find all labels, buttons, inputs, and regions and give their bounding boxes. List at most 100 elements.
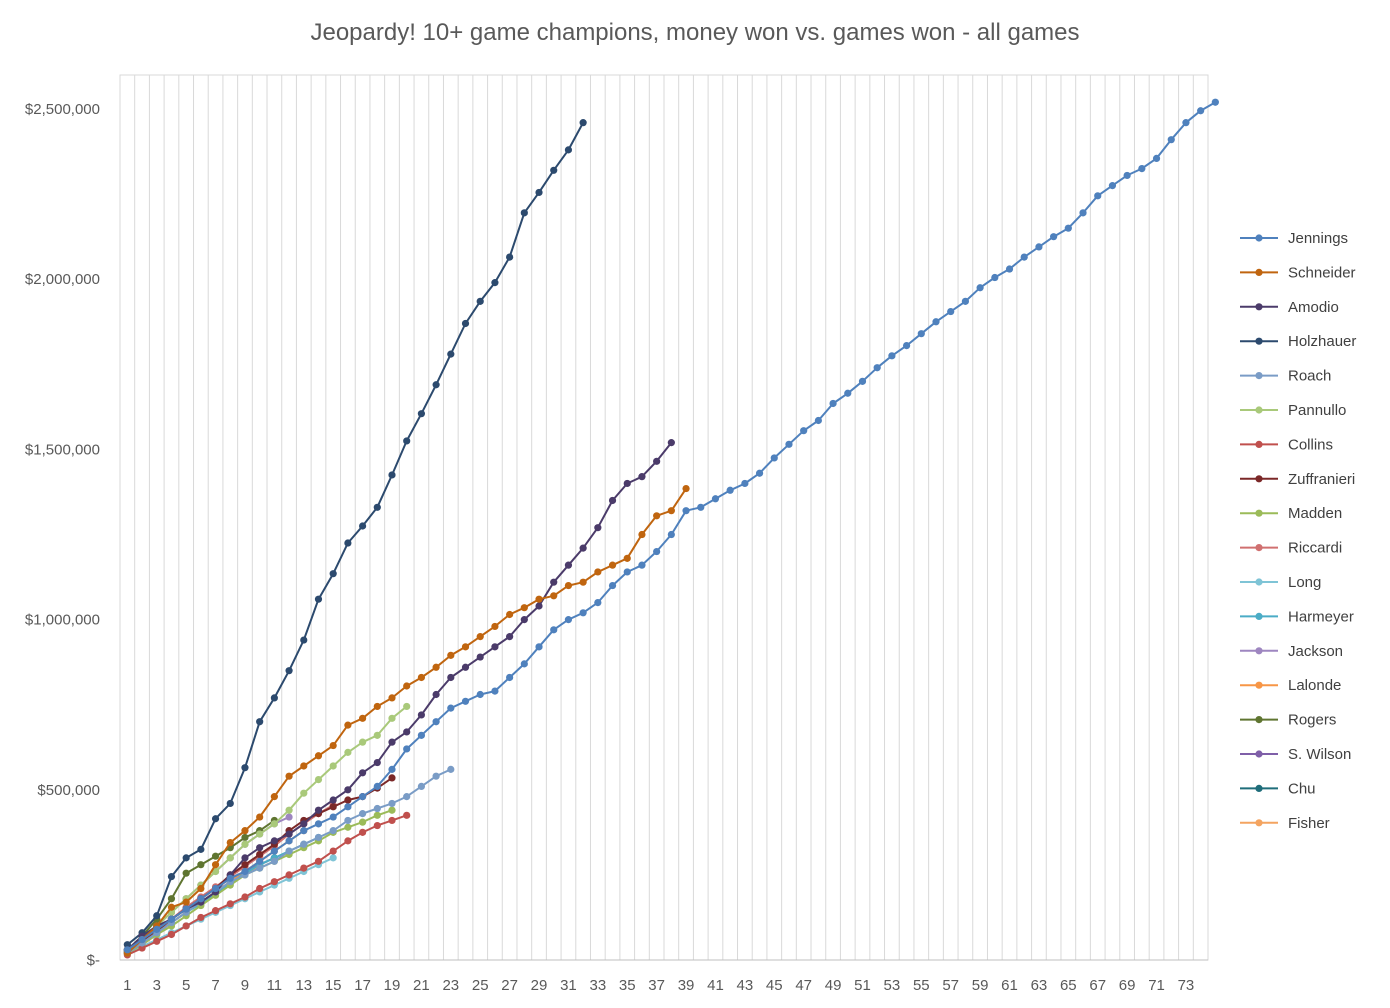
data-point bbox=[373, 758, 381, 767]
data-point bbox=[608, 561, 617, 569]
data-point bbox=[755, 469, 764, 477]
x-tick-label: 1 bbox=[123, 977, 131, 994]
data-point bbox=[211, 884, 220, 893]
x-tick-label: 39 bbox=[678, 977, 695, 994]
data-point bbox=[432, 690, 440, 699]
data-point bbox=[182, 905, 190, 913]
x-tick-label: 59 bbox=[972, 977, 989, 994]
data-point bbox=[270, 694, 278, 702]
y-tick-label: $1,500,000 bbox=[25, 441, 100, 458]
data-point bbox=[182, 898, 190, 906]
data-point bbox=[461, 319, 470, 328]
legend-item: Holzhauer bbox=[1240, 333, 1356, 350]
data-point bbox=[667, 439, 675, 447]
data-point bbox=[256, 864, 264, 872]
legend-label: Collins bbox=[1288, 436, 1333, 453]
data-point bbox=[300, 789, 308, 797]
data-point bbox=[182, 854, 190, 862]
data-point bbox=[256, 850, 264, 859]
x-tick-label: 49 bbox=[825, 977, 842, 994]
legend-marker bbox=[1255, 234, 1263, 242]
legend-item: Fisher bbox=[1240, 815, 1330, 832]
data-point bbox=[653, 547, 661, 556]
data-point bbox=[476, 633, 484, 641]
data-point bbox=[329, 854, 337, 862]
data-point bbox=[564, 561, 573, 569]
legend-item: Roach bbox=[1240, 368, 1331, 385]
legend-marker bbox=[1255, 406, 1263, 414]
series-layer bbox=[123, 98, 1219, 959]
x-tick-label: 73 bbox=[1178, 977, 1195, 994]
data-point bbox=[241, 854, 249, 862]
data-point bbox=[1064, 224, 1072, 232]
legend-marker bbox=[1255, 784, 1263, 793]
data-point bbox=[608, 496, 617, 505]
data-point bbox=[476, 297, 484, 305]
data-point bbox=[226, 854, 234, 862]
data-point bbox=[594, 568, 602, 576]
data-point bbox=[344, 816, 352, 825]
data-point bbox=[314, 752, 323, 760]
x-tick-label: 11 bbox=[267, 977, 283, 994]
data-point bbox=[653, 512, 661, 520]
data-point bbox=[300, 864, 308, 872]
x-tick-label: 67 bbox=[1089, 977, 1106, 994]
legend-item: Harmeyer bbox=[1240, 608, 1354, 625]
series-line bbox=[126, 122, 584, 946]
data-point bbox=[123, 941, 131, 949]
data-point bbox=[432, 718, 440, 726]
data-point bbox=[241, 833, 249, 842]
data-point bbox=[417, 711, 426, 719]
x-tick-label: 23 bbox=[442, 977, 459, 994]
legend-item: Amodio bbox=[1240, 299, 1339, 316]
data-point bbox=[947, 307, 955, 316]
data-point bbox=[726, 486, 734, 494]
series-line bbox=[126, 488, 687, 954]
data-point bbox=[491, 687, 499, 695]
x-tick-label: 69 bbox=[1119, 977, 1136, 994]
data-point bbox=[285, 830, 293, 838]
data-point bbox=[285, 871, 293, 879]
data-point bbox=[329, 827, 337, 835]
legend-item: Madden bbox=[1240, 505, 1342, 522]
data-point bbox=[211, 852, 220, 860]
y-tick-label: $2,000,000 bbox=[25, 271, 100, 288]
data-point bbox=[741, 479, 749, 488]
x-tick-label: 53 bbox=[884, 977, 901, 994]
data-point bbox=[535, 188, 543, 197]
data-point bbox=[138, 935, 146, 944]
legend-marker bbox=[1255, 612, 1263, 621]
data-point bbox=[535, 602, 543, 610]
data-point bbox=[594, 524, 602, 532]
data-point bbox=[270, 878, 278, 886]
legend-label: Chu bbox=[1288, 780, 1316, 797]
data-point bbox=[902, 342, 911, 350]
y-tick-label: $500,000 bbox=[37, 782, 100, 799]
data-point bbox=[358, 738, 367, 746]
data-point bbox=[329, 796, 337, 804]
data-point bbox=[285, 847, 293, 855]
data-point bbox=[535, 643, 543, 651]
data-point bbox=[373, 503, 381, 511]
data-point bbox=[506, 673, 514, 682]
data-point bbox=[1123, 171, 1131, 180]
data-point bbox=[403, 437, 411, 445]
data-point bbox=[623, 568, 631, 576]
data-point bbox=[697, 503, 705, 511]
data-point bbox=[388, 765, 396, 773]
data-point bbox=[344, 786, 352, 794]
data-point bbox=[256, 718, 264, 726]
legend-marker bbox=[1255, 268, 1263, 276]
data-point bbox=[447, 673, 455, 682]
legend-label: Rogers bbox=[1288, 712, 1336, 729]
x-tick-label: 3 bbox=[153, 977, 161, 994]
data-point bbox=[300, 840, 308, 848]
data-point bbox=[329, 762, 337, 770]
data-point bbox=[1167, 136, 1175, 144]
data-point bbox=[314, 857, 323, 865]
data-point bbox=[388, 806, 396, 814]
data-point bbox=[770, 454, 778, 462]
data-point bbox=[1020, 253, 1028, 261]
data-point bbox=[991, 273, 999, 282]
data-point bbox=[403, 745, 411, 753]
